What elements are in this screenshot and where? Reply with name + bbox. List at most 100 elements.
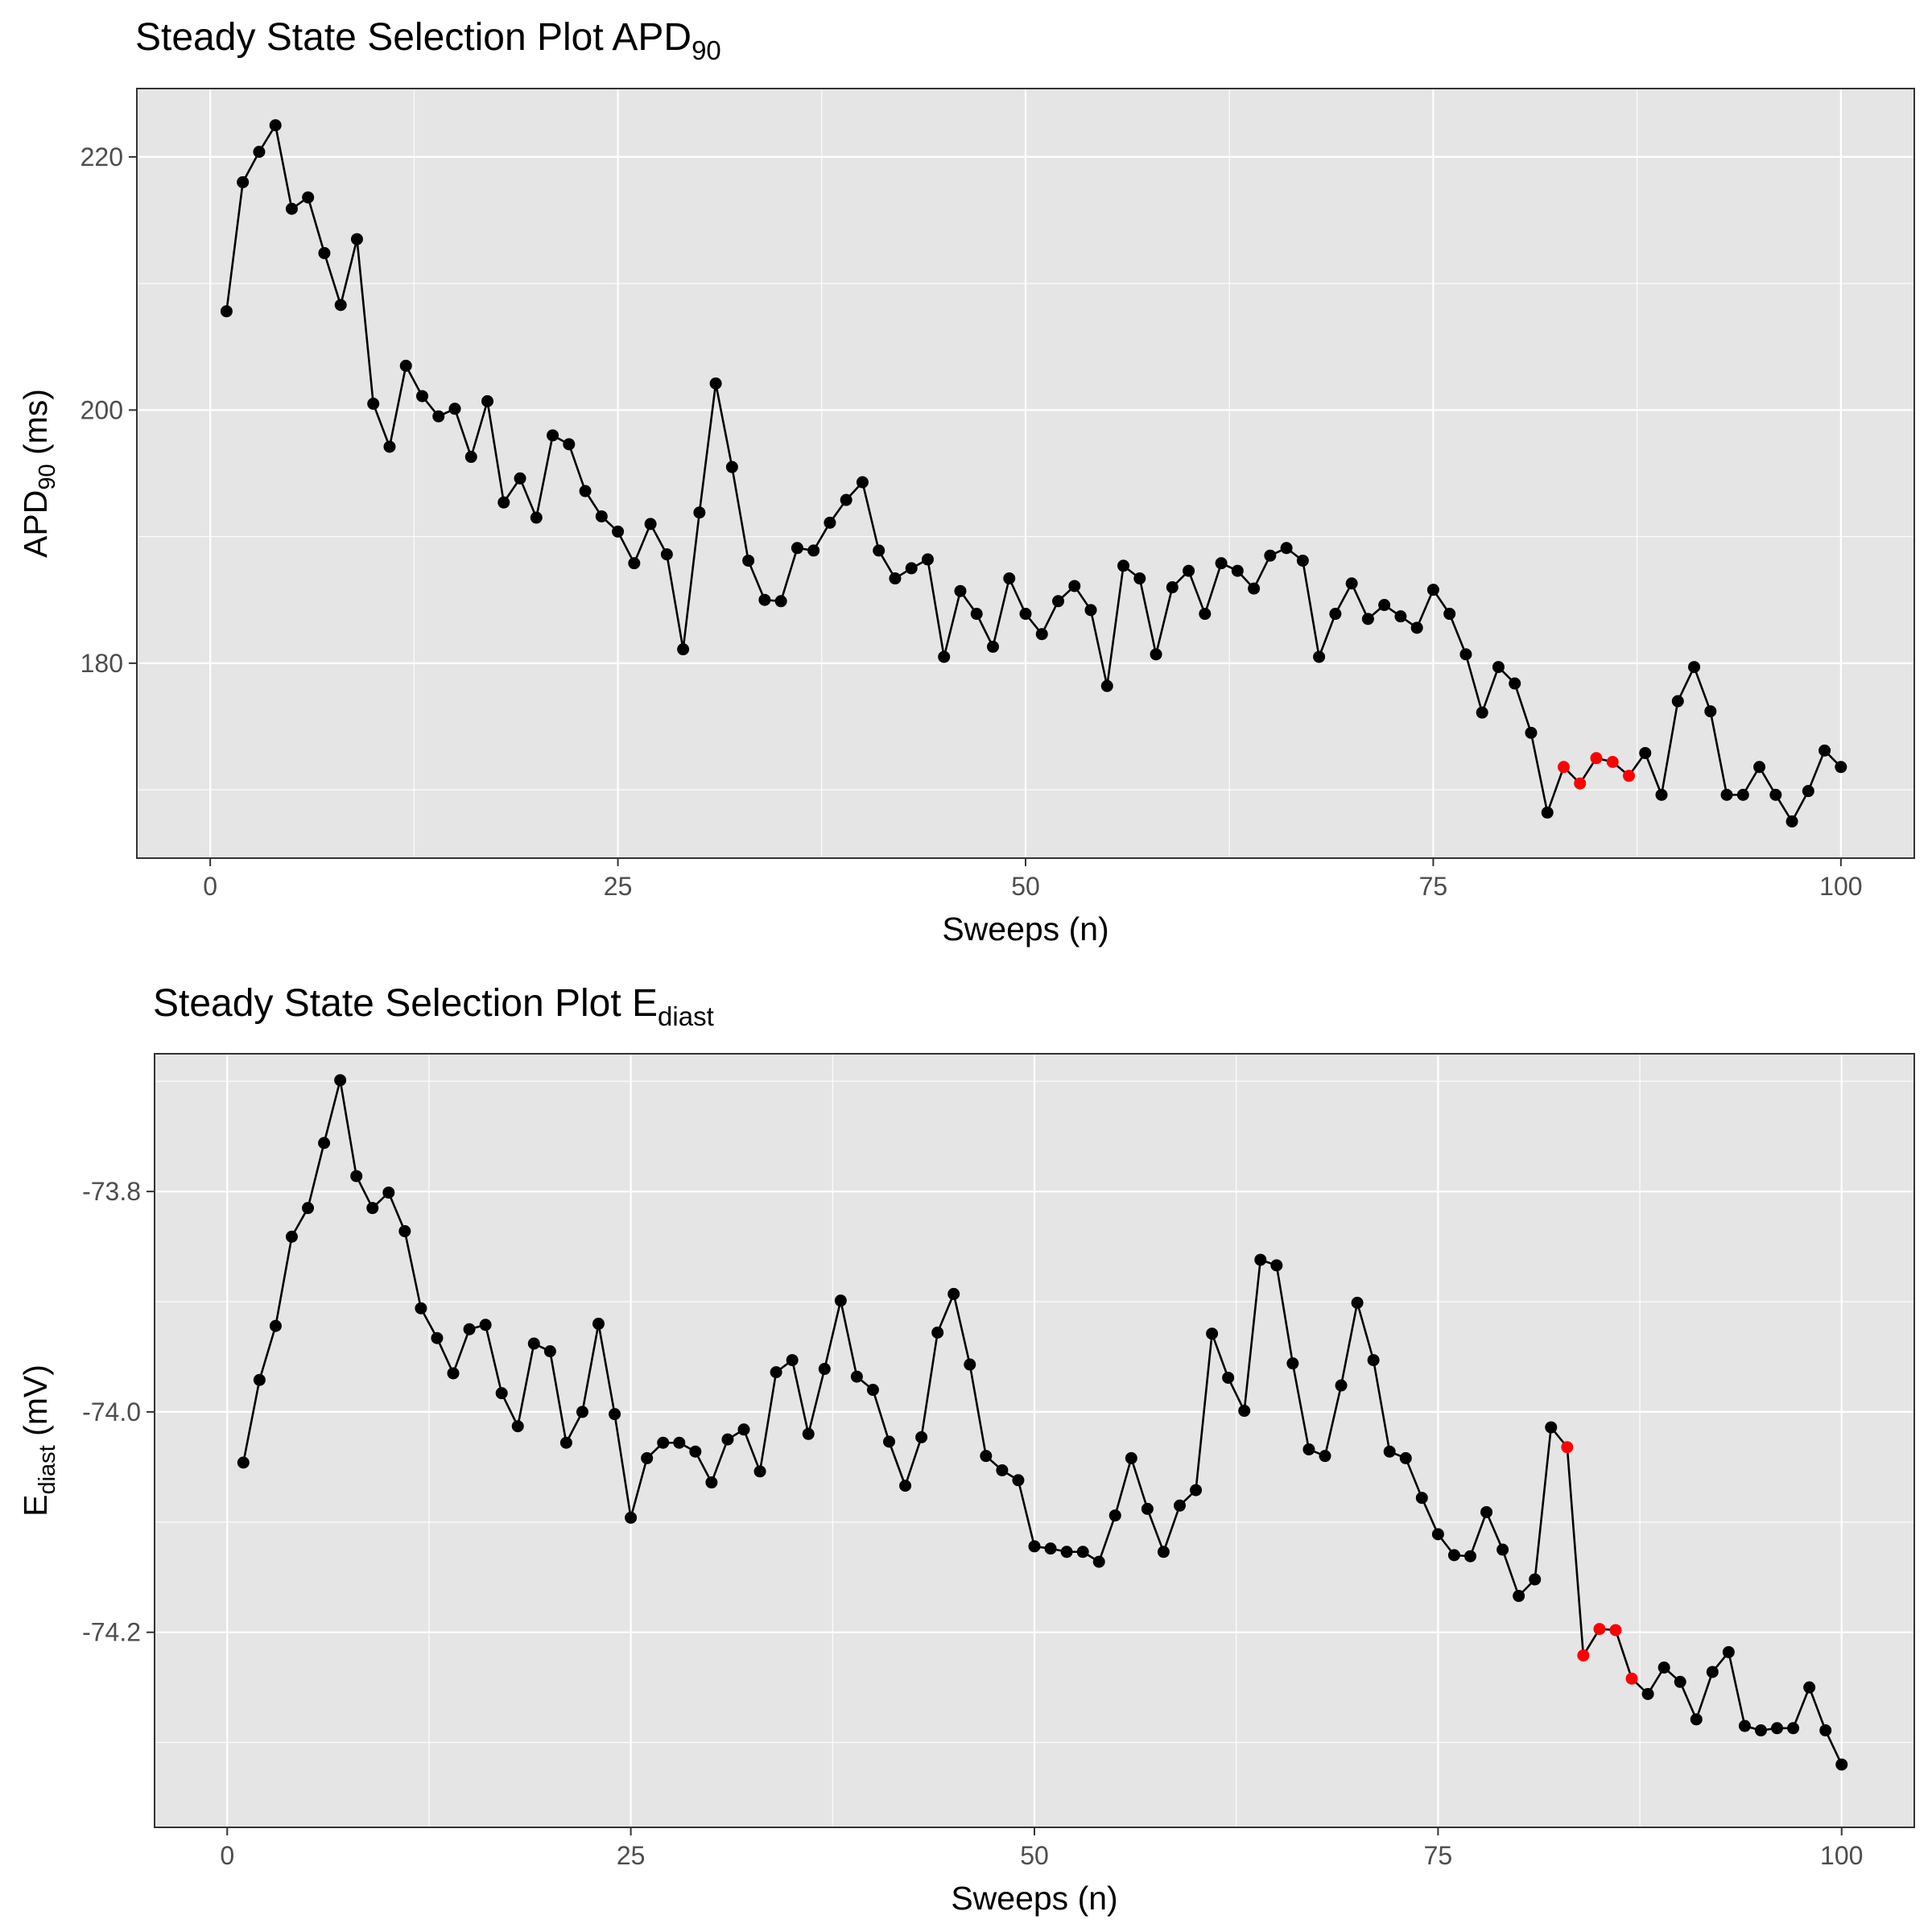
data-point [1270, 1259, 1283, 1272]
data-point [1345, 577, 1358, 590]
data-point [1525, 726, 1538, 739]
data-point [1060, 1546, 1073, 1558]
data-point [514, 472, 526, 485]
data-point [791, 542, 803, 555]
data-point [721, 1433, 734, 1446]
data-point [1394, 610, 1407, 623]
data-point [725, 460, 738, 473]
data-point [1480, 1505, 1493, 1518]
data-point [367, 398, 380, 411]
data-point [285, 1230, 298, 1243]
data-point [1529, 1573, 1542, 1586]
data-point [1117, 559, 1130, 572]
data-point [1319, 1450, 1331, 1463]
data-point [660, 548, 673, 561]
data-point [383, 440, 396, 453]
data-point [931, 1326, 944, 1339]
data-point [1351, 1296, 1364, 1309]
data-point [431, 1331, 444, 1344]
data-point [673, 1436, 686, 1449]
data-point [802, 1427, 815, 1440]
highlighted-data-point [1593, 1623, 1606, 1636]
data-point [592, 1317, 605, 1330]
data-point [774, 595, 787, 608]
y-tick-label: -74.0 [82, 1397, 141, 1426]
data-point [1378, 599, 1391, 612]
data-point [1819, 1724, 1832, 1737]
data-point [737, 1423, 750, 1436]
data-point [980, 1450, 993, 1463]
data-point [334, 1074, 347, 1087]
data-point [1835, 1758, 1848, 1771]
data-point [644, 518, 657, 530]
data-point [398, 1224, 411, 1237]
data-point [1754, 1724, 1767, 1737]
data-point [269, 1319, 282, 1332]
series-line [225, 124, 1842, 823]
data-point [1410, 621, 1423, 634]
data-point [1818, 744, 1831, 757]
data-point [753, 1465, 766, 1478]
data-point [742, 554, 755, 567]
y-tick-label: 200 [80, 395, 123, 424]
data-point [1476, 706, 1488, 719]
data-point [1052, 595, 1065, 608]
data-point [866, 1384, 879, 1397]
data-point [366, 1202, 379, 1215]
data-point [1383, 1445, 1396, 1458]
data-point [495, 1387, 508, 1400]
data-point [448, 402, 461, 415]
highlighted-data-point [1625, 1672, 1638, 1685]
data-point [1803, 1681, 1816, 1694]
data-point [1100, 679, 1113, 692]
data-point [253, 146, 266, 159]
data-point [220, 305, 233, 318]
data-point [318, 1137, 331, 1150]
x-tick-label: 100 [1820, 1841, 1863, 1870]
highlighted-data-point [1577, 1649, 1590, 1662]
x-tick-label: 0 [220, 1841, 234, 1870]
data-point [1084, 604, 1097, 617]
data-point [921, 553, 934, 566]
highlighted-data-point [1606, 756, 1619, 768]
data-point [1720, 788, 1733, 801]
data-point [899, 1480, 912, 1492]
x-tick-label: 25 [604, 872, 633, 901]
highlighted-data-point [1609, 1624, 1622, 1637]
x-tick-label: 75 [1419, 872, 1448, 901]
highlighted-data-point [1574, 777, 1587, 790]
y-tick-label: -74.2 [82, 1618, 141, 1647]
data-point [1769, 788, 1782, 801]
x-tick-label: 0 [203, 872, 217, 901]
data-point [873, 544, 886, 557]
chart-title: Steady State Selection Plot APD90 [135, 16, 721, 65]
data-point [1738, 1719, 1751, 1732]
data-point [1447, 1549, 1460, 1562]
data-point [1150, 648, 1162, 661]
data-point [1248, 582, 1261, 595]
data-point [1361, 613, 1374, 625]
data-point [1076, 1546, 1089, 1558]
data-point [1655, 788, 1668, 801]
data-point [1231, 564, 1244, 577]
data-point [1092, 1555, 1105, 1568]
data-point [1674, 1675, 1686, 1688]
data-point [1329, 608, 1342, 621]
chart-panel-apd: 0 25 50 75 100 180 200 220 Steady State Selectio… [17, 16, 1915, 947]
x-tick-label: 100 [1819, 872, 1862, 901]
data-point [1157, 1546, 1170, 1558]
x-tick-label: 25 [617, 1841, 646, 1870]
data-point [1771, 1722, 1784, 1735]
data-point [432, 410, 445, 423]
data-point [1431, 1528, 1444, 1541]
data-point [1215, 557, 1228, 570]
data-point [1313, 650, 1326, 663]
data-point [689, 1445, 702, 1458]
x-tick-label: 50 [1020, 1841, 1049, 1870]
data-point [938, 650, 951, 663]
data-point [850, 1370, 863, 1383]
data-point [334, 299, 347, 312]
data-point [1722, 1645, 1735, 1658]
data-point [657, 1436, 670, 1449]
data-point [253, 1373, 266, 1386]
